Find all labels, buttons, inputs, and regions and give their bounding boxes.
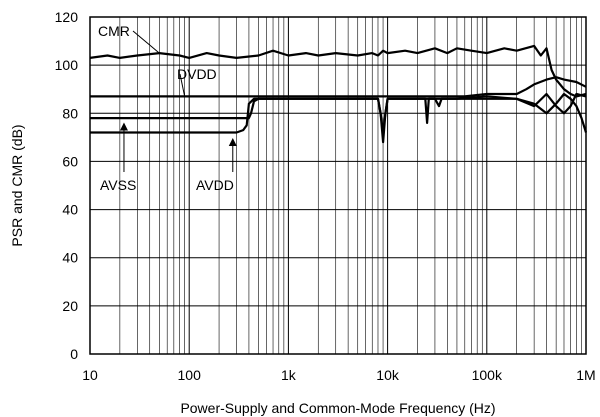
series-line-avss [90, 92, 587, 134]
annotation-layer: CMR DVDD AVSS AVDD [98, 23, 237, 193]
series-line-cmr [89, 44, 587, 98]
annotation-avdd: AVDD [196, 177, 234, 193]
x-tick-label: 1M [576, 367, 595, 383]
annotation-dvdd: DVDD [177, 66, 217, 82]
series-layer [89, 44, 588, 144]
y-tick-label: 0 [70, 346, 78, 362]
y-tick-label: 40 [62, 250, 78, 266]
y-tick-labels: 0 20 40 40 60 80 100 120 [55, 9, 79, 362]
arrow-avss [119, 122, 128, 131]
x-axis-title: Power-Supply and Common-Mode Frequency (… [180, 400, 495, 416]
x-tick-label: 10k [376, 367, 400, 383]
y-tick-label: 120 [55, 9, 79, 25]
y-tick-label: 100 [55, 57, 79, 73]
annotation-cmr: CMR [98, 23, 130, 39]
series-line-dvdd [90, 76, 587, 98]
y-tick-label: 60 [62, 153, 78, 169]
arrow-avdd [228, 137, 237, 146]
annotation-leader-dvdd [179, 73, 186, 97]
x-tick-label: 10 [82, 367, 98, 383]
y-axis-title: PSR and CMR (dB) [9, 124, 25, 246]
annotation-leader-cmr [132, 30, 160, 54]
y-tick-label: 20 [62, 298, 78, 314]
x-tick-labels: 10 100 1k 10k 100k 1M [82, 367, 596, 383]
plot-frame [89, 16, 587, 355]
y-tick-label: 80 [62, 105, 78, 121]
annotation-avss: AVSS [100, 177, 136, 193]
grid [89, 16, 586, 355]
x-tick-label: 100 [178, 367, 202, 383]
x-tick-label: 100k [472, 367, 503, 383]
y-tick-label: 40 [62, 202, 78, 218]
x-tick-label: 1k [281, 367, 297, 383]
